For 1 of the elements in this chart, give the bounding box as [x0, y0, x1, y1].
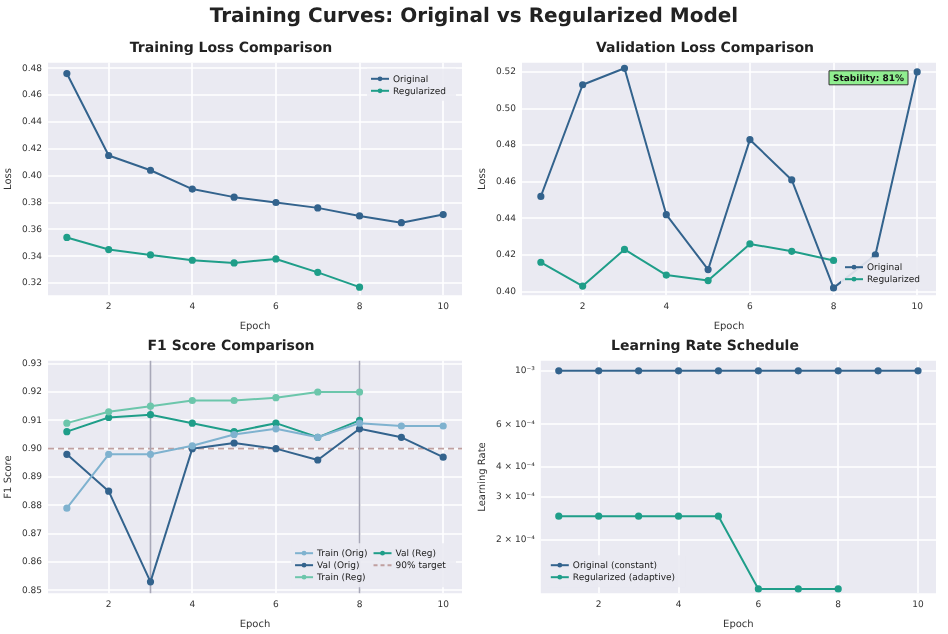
text: Training Curves: Original vs Regularized Model: [209, 6, 739, 28]
